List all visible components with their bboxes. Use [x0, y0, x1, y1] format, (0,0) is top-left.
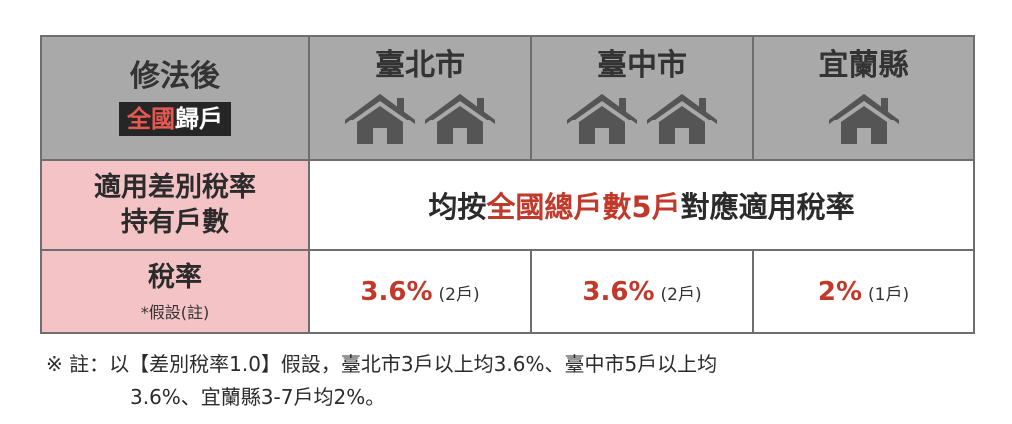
footnote-line2: 3.6%、宜蘭縣3-7戶均2%。 — [130, 385, 386, 409]
house-icon — [645, 90, 719, 144]
holdings-rule-text: 均按全國總戶數5戶對應適用稅率 — [428, 190, 855, 225]
rate-cell-taichung: 3.6% (2戶) — [530, 249, 754, 334]
rate-label-cell: 稅率 *假設(註) — [40, 249, 310, 334]
city-name: 宜蘭縣 — [818, 47, 909, 83]
city-cell-yilan: 宜蘭縣 — [752, 35, 975, 161]
holdings-label-line1: 適用差別稅率 — [94, 172, 256, 204]
rate-label: 稅率 — [148, 262, 202, 294]
house-group — [532, 90, 752, 144]
city-cell-taichung: 臺中市 — [530, 35, 754, 161]
rate-cell-yilan: 2% (1戶) — [752, 249, 975, 334]
rate-unit: (2戶) — [660, 284, 702, 305]
after-amendment-title: 修法後 — [130, 58, 220, 94]
holdings-row: 適用差別稅率 持有戶數 均按全國總戶數5戶對應適用稅率 — [40, 158, 975, 252]
house-icon — [423, 90, 497, 144]
holdings-rule-highlight: 全國總戶數5戶 — [486, 190, 681, 225]
city-name: 臺中市 — [597, 47, 687, 83]
footnote: ※ 註：以【差別稅率1.0】假設，臺北市3戶以上均3.6%、臺中市5戶以上均 3… — [46, 348, 976, 414]
city-cell-taipei: 臺北市 — [308, 35, 532, 161]
rate-unit: (1戶) — [868, 284, 910, 305]
rate-value: 3.6% — [360, 276, 433, 307]
rate-sublabel: *假設(註) — [140, 303, 210, 323]
rate-row: 稅率 *假設(註) 3.6% (2戶) 3.6% (2戶) 2% (1戶) — [40, 249, 975, 334]
house-icon — [565, 90, 639, 144]
holdings-label-line2: 持有戶數 — [121, 207, 229, 239]
header-label-cell: 修法後 全國歸戶 — [40, 35, 310, 161]
holdings-rule-cell: 均按全國總戶數5戶對應適用稅率 — [308, 158, 975, 252]
house-group — [310, 90, 530, 144]
rate-cell-taipei: 3.6% (2戶) — [308, 249, 532, 334]
header-row: 修法後 全國歸戶 臺北市 臺中市 宜蘭縣 — [40, 35, 975, 161]
house-group — [754, 90, 973, 144]
footnote-line1: ※ 註：以【差別稅率1.0】假設，臺北市3戶以上均3.6%、臺中市5戶以上均 — [46, 352, 718, 376]
rate-unit: (2戶) — [438, 284, 480, 305]
rate-value: 2% — [817, 276, 863, 307]
tax-comparison-table: 修法後 全國歸戶 臺北市 臺中市 宜蘭縣 適用差別稅率 持有戶數 — [40, 35, 975, 334]
house-icon — [343, 90, 417, 144]
rate-value: 3.6% — [582, 276, 655, 307]
holdings-label-cell: 適用差別稅率 持有戶數 — [40, 158, 310, 252]
city-name: 臺北市 — [375, 47, 465, 83]
nationwide-aggregation-badge: 全國歸戶 — [119, 101, 231, 136]
house-icon — [827, 90, 901, 144]
